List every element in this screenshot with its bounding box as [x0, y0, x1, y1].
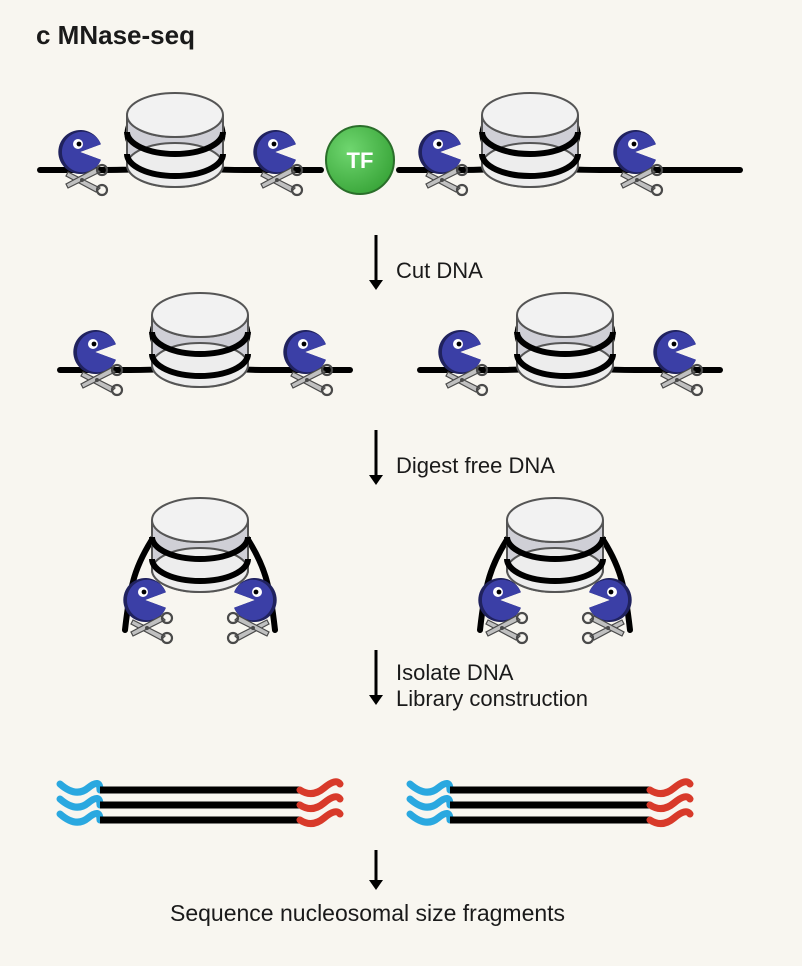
nucleosome-icon — [482, 93, 578, 187]
step-label-2: Digest free DNA — [396, 453, 555, 479]
final-step-label: Sequence nucleosomal size fragments — [170, 900, 565, 927]
adapter-left — [410, 783, 450, 792]
adapter-right — [650, 812, 690, 824]
diagram-svg: TF — [0, 0, 802, 966]
mnase-icon — [228, 578, 277, 643]
nucleosome-icon — [152, 498, 248, 592]
mnase-icon — [583, 578, 632, 643]
adapter-left — [410, 798, 450, 807]
mnase-icon — [283, 330, 332, 395]
mnase-icon — [73, 330, 122, 395]
tf-icon: TF — [326, 126, 394, 194]
mnase-icon — [478, 578, 527, 643]
nucleosome-icon — [517, 293, 613, 387]
tf-label: TF — [347, 148, 374, 173]
adapter-right — [300, 812, 340, 824]
panel-title: c MNase-seq — [36, 20, 195, 51]
adapter-left — [60, 783, 100, 792]
nucleosome-icon — [507, 498, 603, 592]
adapter-left — [60, 798, 100, 807]
mnase-icon — [123, 578, 172, 643]
nucleosome-icon — [152, 293, 248, 387]
step-label-3: Isolate DNA Library construction — [396, 660, 588, 712]
mnase-icon — [438, 330, 487, 395]
nucleosome-icon — [127, 93, 223, 187]
mnase-icon — [613, 130, 662, 195]
adapter-right — [300, 797, 340, 809]
adapter-right — [650, 797, 690, 809]
mnase-icon — [653, 330, 702, 395]
adapter-left — [60, 813, 100, 822]
adapter-left — [410, 813, 450, 822]
mnase-icon — [253, 130, 302, 195]
adapter-right — [650, 782, 690, 794]
mnase-icon — [58, 130, 107, 195]
mnase-icon — [418, 130, 467, 195]
step-label-1: Cut DNA — [396, 258, 483, 284]
adapter-right — [300, 782, 340, 794]
